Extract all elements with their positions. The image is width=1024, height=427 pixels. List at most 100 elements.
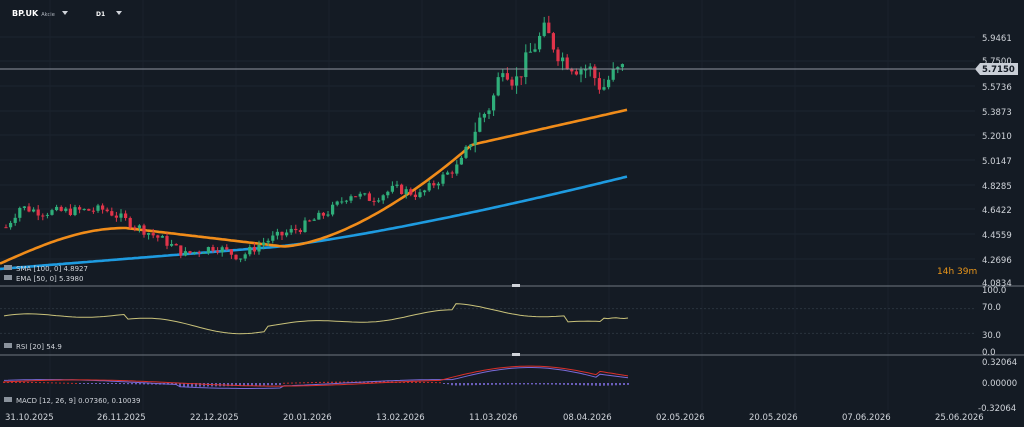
- candle-body: [211, 247, 215, 251]
- macd-histogram-bar: [135, 383, 137, 385]
- macd-histogram-bar: [479, 383, 481, 386]
- macd-histogram-bar: [319, 381, 321, 383]
- macd-histogram-bar: [331, 381, 333, 383]
- macd-histogram-bar: [411, 381, 413, 383]
- macd-histogram-bar: [47, 382, 49, 384]
- candle-body: [243, 254, 247, 259]
- legend-ema[interactable]: EMA [50, 0] 5.3980: [4, 275, 83, 283]
- macd-histogram-bar: [551, 383, 553, 385]
- candle-body: [202, 252, 206, 254]
- macd-histogram-bar: [415, 381, 417, 383]
- candle-body: [266, 240, 270, 243]
- candle-body: [45, 214, 49, 216]
- symbol-selector[interactable]: BP.UK Akcie: [12, 9, 55, 18]
- candle-body: [340, 201, 344, 203]
- candle-body: [574, 71, 578, 75]
- symbol-label: BP.UK: [12, 9, 39, 18]
- macd-histogram-bar: [251, 383, 253, 386]
- macd-histogram-bar: [379, 381, 381, 383]
- candle-body: [280, 231, 284, 236]
- macd-histogram-bar: [271, 383, 273, 386]
- macd-histogram-bar: [599, 383, 601, 386]
- candle-body: [234, 254, 238, 260]
- candle-body: [91, 210, 95, 212]
- price-tick: 5.3873: [982, 108, 1012, 118]
- macd-histogram-bar: [39, 382, 41, 384]
- macd-histogram-bar: [3, 381, 5, 383]
- candle-body: [9, 222, 13, 228]
- pane-resize-handle[interactable]: [512, 353, 520, 356]
- macd-histogram-bar: [455, 383, 457, 386]
- macd-histogram-bar: [503, 383, 505, 385]
- pane-resize-handle[interactable]: [512, 284, 520, 287]
- candle-body: [519, 76, 523, 78]
- candle-body: [78, 207, 82, 210]
- ema-50-line: [0, 108, 628, 265]
- price-tick: 4.4559: [982, 231, 1012, 241]
- candle-body: [565, 57, 569, 70]
- candle-body: [4, 227, 8, 229]
- macd-histogram-bar: [583, 383, 585, 386]
- macd-histogram-bar: [471, 383, 473, 386]
- candle-body: [344, 200, 348, 202]
- candle-body: [312, 219, 316, 221]
- candle-body: [308, 220, 312, 222]
- indicator-menu-icon[interactable]: [4, 265, 12, 270]
- indicator-menu-icon[interactable]: [4, 397, 12, 402]
- macd-histogram-bar: [623, 383, 625, 386]
- candle-body: [616, 67, 620, 69]
- price-tick: 5.7500: [982, 57, 1012, 67]
- date-tick: 08.04.2026: [563, 413, 612, 423]
- candle-body: [73, 207, 77, 215]
- candle-body: [119, 213, 123, 218]
- candle-body: [551, 33, 555, 50]
- macd-histogram-bar: [283, 382, 285, 384]
- macd-histogram-bar: [327, 381, 329, 383]
- timeframe-dropdown-caret-icon[interactable]: [116, 11, 122, 15]
- candle-body: [432, 183, 436, 186]
- macd-histogram-bar: [435, 382, 437, 384]
- candle-body: [271, 235, 275, 241]
- candle-body: [128, 218, 132, 228]
- candle-body: [193, 251, 197, 254]
- timeframe-label[interactable]: D1: [96, 11, 106, 18]
- macd-histogram-bar: [491, 383, 493, 385]
- chart-toolbar: BP.UK Akcie D1: [0, 0, 1024, 28]
- macd-histogram-bar: [275, 383, 277, 386]
- macd-histogram-bar: [203, 383, 205, 387]
- macd-histogram-bar: [451, 383, 453, 386]
- candle-body: [593, 66, 597, 79]
- candle-body: [142, 225, 146, 235]
- candle-body: [110, 211, 114, 216]
- macd-histogram-bar: [587, 383, 589, 386]
- candle-body: [528, 51, 532, 53]
- macd-histogram-bar: [559, 383, 561, 385]
- candle-body: [262, 242, 266, 246]
- candle-body: [105, 209, 109, 212]
- macd-signal-line: [3, 365, 629, 387]
- legend-rsi[interactable]: RSI [20] 54.9: [4, 343, 62, 351]
- date-axis: 31.10.2025 26.11.2025 22.12.2025 20.01.2…: [5, 413, 984, 423]
- candle-body: [386, 191, 390, 196]
- macd-histogram-bar: [619, 383, 621, 386]
- legend-macd[interactable]: MACD [12, 26, 9] 0.07360, 0.10039: [4, 397, 140, 405]
- legend-sma[interactable]: SMA [100, 0] 4.8927: [4, 265, 88, 273]
- macd-histogram-bar: [595, 383, 597, 386]
- macd-histogram-bar: [403, 381, 405, 383]
- symbol-dropdown-caret-icon[interactable]: [62, 11, 68, 15]
- price-tick: 5.5736: [982, 83, 1012, 93]
- macd-histogram-bar: [91, 383, 93, 384]
- candle-body: [515, 76, 519, 86]
- indicator-menu-icon[interactable]: [4, 275, 12, 280]
- indicator-menu-icon[interactable]: [4, 343, 12, 348]
- macd-histogram-bar: [543, 383, 545, 385]
- candle-body: [160, 236, 164, 238]
- macd-histogram-bar: [243, 383, 245, 386]
- candle-body: [27, 206, 31, 212]
- macd-histogram-bar: [51, 382, 53, 384]
- macd-histogram-bar: [579, 383, 581, 386]
- macd-histogram-bar: [539, 383, 541, 385]
- candle-body: [427, 183, 431, 191]
- candle-body: [377, 200, 381, 202]
